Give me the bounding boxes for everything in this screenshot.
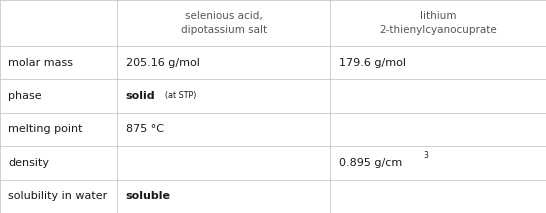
Text: melting point: melting point [8,124,82,134]
Text: 179.6 g/mol: 179.6 g/mol [339,58,406,68]
Text: molar mass: molar mass [8,58,73,68]
Text: 0.895 g/cm: 0.895 g/cm [339,158,402,168]
Text: 875 °C: 875 °C [126,124,164,134]
Text: phase: phase [8,91,42,101]
Text: solid: solid [126,91,155,101]
Text: 205.16 g/mol: 205.16 g/mol [126,58,199,68]
Text: selenious acid,
dipotassium salt: selenious acid, dipotassium salt [181,11,267,35]
Text: 3: 3 [423,151,428,160]
Text: soluble: soluble [126,191,170,201]
Text: solubility in water: solubility in water [8,191,108,201]
Text: (at STP): (at STP) [165,91,196,101]
Text: density: density [8,158,49,168]
Text: lithium
2-thienylcyanocuprate: lithium 2-thienylcyanocuprate [379,11,497,35]
